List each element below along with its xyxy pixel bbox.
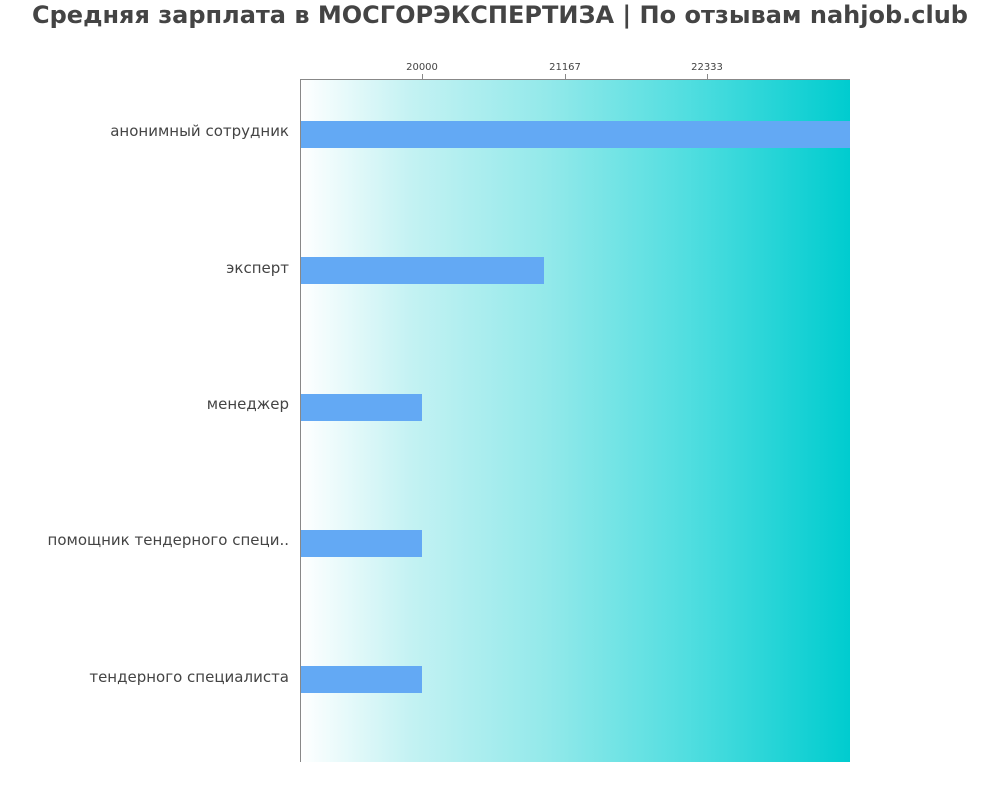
bar <box>301 257 544 284</box>
bar <box>301 121 850 148</box>
x-tick-label: 21167 <box>549 62 581 73</box>
x-tick-mark <box>422 74 423 79</box>
category-label: помощник тендерного специ.. <box>47 531 289 549</box>
chart-title: Средняя зарплата в МОСГОРЭКСПЕРТИЗА | По… <box>32 1 968 29</box>
x-axis-line <box>300 79 850 80</box>
bar <box>301 530 422 557</box>
x-tick-mark <box>707 74 708 79</box>
x-tick-mark <box>565 74 566 79</box>
category-label: эксперт <box>226 259 289 277</box>
category-label: менеджер <box>206 395 289 413</box>
category-label: анонимный сотрудник <box>110 122 289 140</box>
y-axis-line <box>300 79 301 762</box>
bar <box>301 394 422 421</box>
plot-area <box>300 80 850 762</box>
x-tick-label: 20000 <box>406 62 438 73</box>
bar <box>301 666 422 693</box>
x-tick-label: 22333 <box>691 62 723 73</box>
category-label: тендерного специалиста <box>89 668 289 686</box>
